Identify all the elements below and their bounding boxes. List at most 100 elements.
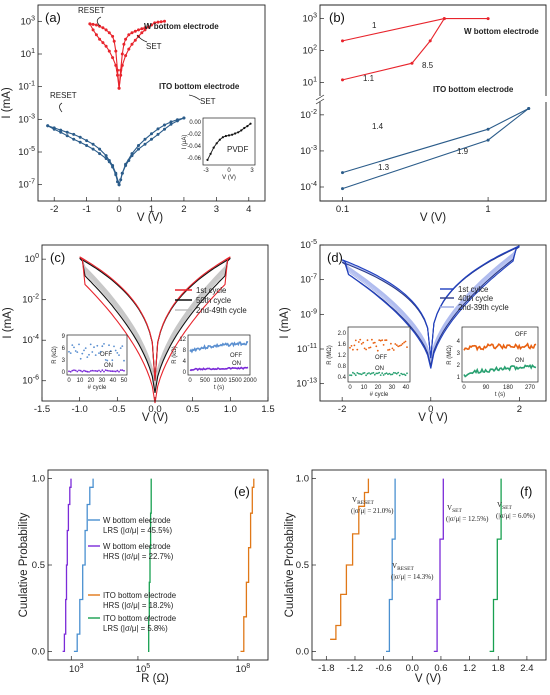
d-inset2-xtick: 0 [462,385,466,391]
c-inset1-on-7 [79,369,82,372]
a-reset-ito-arrow [59,102,63,113]
c-legend-label-1: 50th cycle [196,296,231,305]
c-inset1-xtick: 30 [99,378,106,384]
a-inset-ylabel: I (µA) [182,135,188,150]
panel-c: -1.5 -1.0 -0.5 0.0 0.5 1.0 1.510-610-410-2100V… [2,250,275,424]
c-grey-hrs-7 [79,257,231,385]
c-inset1-on-12 [88,371,90,373]
d-inset1-off-36 [401,342,404,345]
d-inset1-on-24 [384,372,386,375]
d-inset1-off-11 [365,348,367,351]
a-inset-xlabel: V (V) [222,175,236,181]
c-inset1-xtick: 0 [67,378,71,384]
c-inset1-on-17 [96,370,99,373]
c-grey-hrs-3 [79,257,231,388]
a-point-3-0 [46,124,50,128]
b-upper-point-0-0 [341,39,344,43]
a-point-1-18 [140,31,144,35]
a-point-1-23 [156,20,160,24]
b-lower-point-0-0 [341,171,344,175]
f-xtick-label: 0.0 [406,663,419,674]
c-inset1-off-4 [74,350,77,352]
e-legend-name-0: W bottom electrode [103,516,171,525]
b-ytick-label: 102 [303,45,318,57]
a-point-0-8 [112,39,116,43]
c-inset1-on-26 [111,370,114,373]
c-inset1-off-0 [68,350,70,353]
d-inset1-off-18 [375,345,378,348]
e-xlabel: R (Ω) [141,673,169,685]
e-xtick-label: 103 [69,663,84,675]
c-legend-label-2: 2nd-49th cycle [196,306,247,315]
a-xtick-label: 1 [149,204,154,215]
c-inset1-xtick: 20 [88,378,95,384]
b-lower-point-1-0 [341,187,344,191]
a-point-0-19 [137,28,140,32]
b-slope-19: 1.9 [457,147,469,156]
d-inset1-off-1 [350,345,353,347]
d-inset2-xtick: 180 [503,385,514,391]
a-point-0-9 [114,49,118,53]
a-point-3-8 [98,147,102,151]
a-inset-point-8 [231,133,234,136]
c-ylabel: I (mA) [2,307,14,338]
a-point-1-13 [124,54,128,58]
c-inset1-on-23 [106,369,109,372]
a-xtick-label: 3 [214,204,219,215]
b-lower-point-0-1 [486,127,490,131]
c-inset1-on-10 [84,370,87,373]
c-inset1-on-28 [114,370,117,373]
a-point-0-20 [140,27,144,31]
c-inset1-on-3 [73,369,75,372]
d-inset1-on-25 [385,372,388,374]
a-set-ito-label: SET [200,97,216,106]
c-1st-lrs [79,256,231,381]
c-inset1-ylabel: R (kΩ) [52,346,58,363]
d-inset1-off-25 [385,339,388,341]
f-xtick-label: 1.8 [492,663,505,674]
c-inset1-on-19 [99,370,102,373]
a-set-ito-arrow [188,94,201,101]
d-ytick-label: 10-9 [300,308,317,320]
a-inset-point-4 [218,138,221,141]
c-inset2-off-label: OFF [230,353,242,359]
c-inset1-on-33 [123,369,125,372]
c-inset1-on-30 [118,370,120,373]
f-label-v-0: VRESET [352,496,375,506]
c-inset1-xtick: 40 [110,378,117,384]
d-ylabel: I (mA) [279,307,291,338]
b-upper-point-1-0 [341,78,344,82]
a-point-2-20 [137,147,140,151]
d-inset1-on-29 [391,373,394,376]
d-ytick-label: 10-13 [296,378,317,390]
c-inset1-on-0 [68,370,70,373]
f-xtick-label: 1.2 [463,663,476,674]
a-point-1-11 [119,73,123,77]
d-inset1-off-27 [388,348,391,351]
d-inset1-on-18 [375,372,378,375]
f-series-1 [386,478,396,653]
c-inset1-ytick: 0 [62,370,66,376]
c-legend-label-0: 1st cycle [196,286,226,295]
a-point-3-18 [143,137,147,141]
a-point-2-3 [65,134,69,138]
c-inset1-off-21 [103,343,105,345]
a-point-3-16 [130,152,134,156]
d-inset1-on-0 [349,374,351,377]
d-inset1-on-7 [359,373,362,375]
a-point-2-23 [156,132,160,136]
b-lower-series-0 [342,108,529,174]
a-point-1-25 [163,19,166,23]
e-xtick-label: 105 [136,663,151,675]
d-1st-lrs [342,245,520,359]
panel-e-frame [47,469,269,661]
a-inset-point-6 [224,134,227,138]
a-inset-label: PVDF [227,145,248,154]
b-xtick-label: 0.1 [336,204,349,215]
e-ylabel: Cuulative Probability [18,512,30,617]
d-inset1-off-5 [356,348,359,351]
d-inset1-off-26 [387,349,389,351]
panel-a: -2 -1 0 1 2 3 4 10-7 10-5 10-3 10-1 101 103 V (V) I (m… [1,6,256,224]
d-legend-label-1: 40th cycle [458,294,493,303]
